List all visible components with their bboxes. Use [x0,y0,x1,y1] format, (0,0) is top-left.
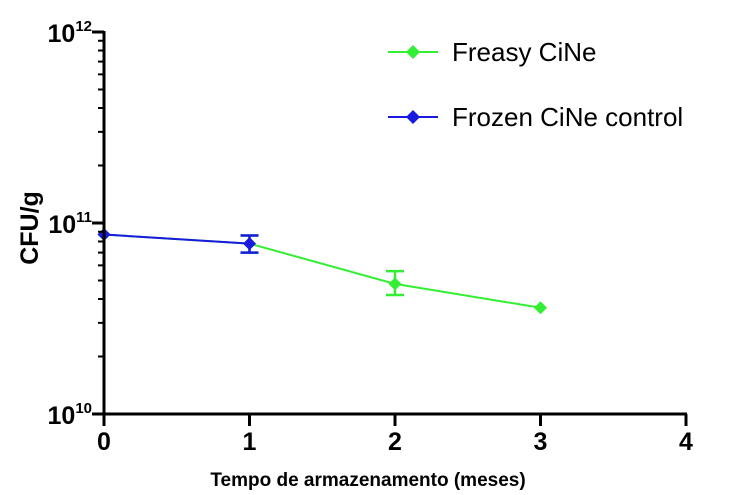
legend-label: Freasy CiNe [452,37,596,67]
x-tick-label: 2 [388,428,402,456]
legend-item: Frozen CiNe control [388,102,683,132]
data-point [243,237,256,251]
x-axis-title: Tempo de armazenamento (meses) [210,470,525,491]
series-line [103,233,541,309]
y-tick-label-base: 10 [48,20,76,48]
series-freasy-cine [97,228,547,315]
y-tick-label-base: 10 [48,402,76,430]
y-minor-ticks [98,39,104,358]
y-tick-label: 1012 [48,18,93,48]
y-tick-label-exponent: 12 [75,18,92,35]
series-line [103,233,250,245]
y-tick-label-exponent: 11 [76,209,92,226]
legend-label: Frozen CiNe control [452,102,683,132]
legend-item: Freasy CiNe [388,37,596,67]
legend-marker [406,110,420,124]
x-tick-label: 1 [243,428,257,456]
y-axis-title: CFU/g [16,191,44,265]
series-frozen-cine-control [97,228,259,254]
y-tick-label-exponent: 10 [75,400,92,417]
data-point [534,301,547,315]
x-tick-label: 4 [679,428,693,456]
axes-layer [102,31,687,416]
legend-marker [406,45,420,59]
series-layer [97,228,547,315]
y-tick-label-base: 10 [48,211,76,239]
x-tick-label: 0 [97,428,111,456]
x-tick-label: 3 [534,428,548,456]
data-point [388,277,402,291]
legend: Freasy CiNe Frozen CiNe control [388,37,683,132]
y-tick-label: 1011 [48,209,92,239]
y-tick-label: 1010 [48,400,93,430]
